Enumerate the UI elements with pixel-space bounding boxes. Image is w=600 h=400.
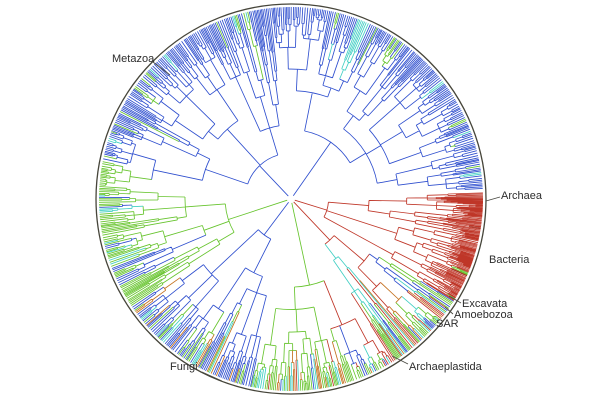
- label-excavata: Excavata: [462, 298, 508, 310]
- leader-line-fungi: [201, 371, 223, 382]
- label-fungi: Fungi: [170, 361, 198, 373]
- label-bacteria: Bacteria: [489, 254, 530, 266]
- clade-branches-cyan: [98, 12, 482, 391]
- label-amoebozoa: Amoebozoa: [454, 309, 513, 321]
- label-archaea: Archaea: [501, 190, 542, 202]
- leader-line-excavata: [448, 295, 462, 304]
- leader-line-archaeplastida: [391, 355, 409, 365]
- clade-branches-darkred: [450, 226, 481, 277]
- clade-branches-orange: [135, 277, 443, 392]
- label-sar: SAR: [436, 318, 459, 330]
- outer-circle: [95, 3, 487, 395]
- leader-line-archaea: [485, 196, 501, 202]
- label-metazoa: Metazoa: [112, 53, 155, 65]
- clade-branches-green: [98, 11, 481, 392]
- clade-branches-red: [267, 192, 484, 391]
- label-archaeplastida: Archaeplastida: [409, 361, 482, 373]
- leader-line-amoebozoa: [444, 306, 454, 315]
- leader-line-metazoa: [152, 61, 171, 76]
- clade-branches-blue: [98, 6, 483, 391]
